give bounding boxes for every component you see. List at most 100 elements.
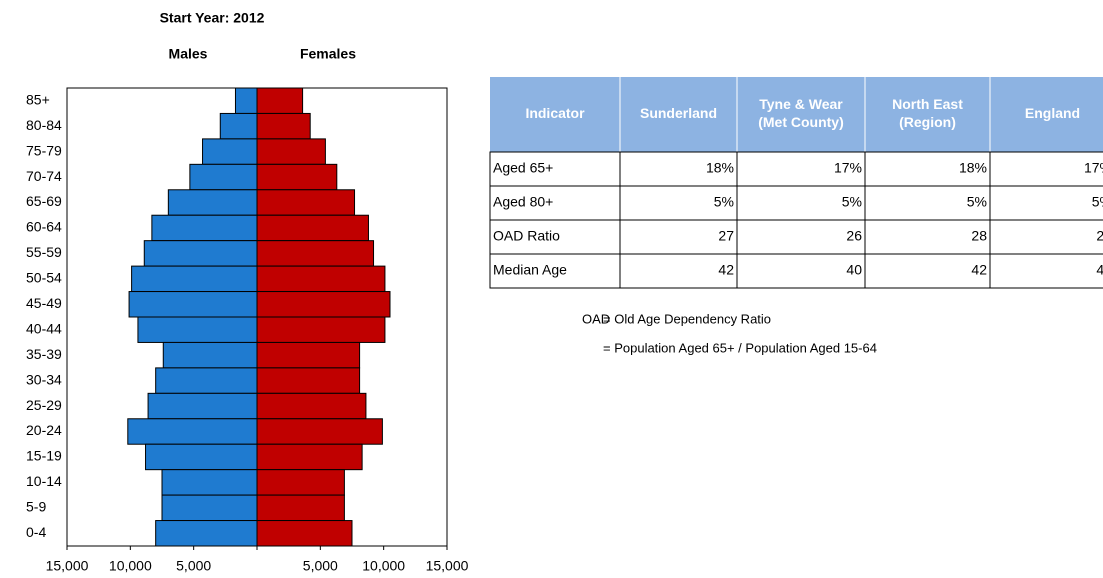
bar [127,418,258,445]
y-tick-label: 35-39 [26,346,62,362]
bar [256,316,386,343]
bar [256,418,383,445]
header-cell: Indicator [525,105,585,121]
header-cell: Tyne & Wear [759,96,843,112]
header-cell: Sunderland [640,105,717,121]
table-cell: 5% [714,194,734,210]
bar [256,265,386,293]
y-tick-label: 20-24 [26,422,62,438]
chart-title: Start Year: 2012 [160,10,265,26]
y-tick-label: 60-64 [26,219,62,235]
bar [256,214,369,242]
table-cell: 27 [718,228,734,244]
y-tick-label: 40-44 [26,320,62,336]
bar [256,138,326,165]
bar [137,316,258,343]
legend-females: Females [300,46,356,62]
y-tick-label: 75-79 [26,142,62,158]
header-cell: North East [892,96,963,112]
bar [189,163,258,191]
x-tick-label: 15,000 [46,558,89,574]
y-tick-label: 80-84 [26,117,62,133]
table-cell: Median Age [493,262,567,278]
table-header-bg [490,77,1103,152]
bar [162,341,258,369]
table-cell: 17% [1084,160,1103,176]
x-tick-label: 10,000 [109,558,152,574]
bar [202,138,258,165]
row-border [489,151,1103,187]
table-cell: Aged 65+ [493,160,553,176]
table-cell: 40 [1096,262,1103,278]
table-cell: 26 [1096,228,1103,244]
bar [161,469,258,496]
bar [151,214,258,242]
table-cell: 28 [971,228,987,244]
legend-males: Males [169,46,208,62]
bar [256,443,363,471]
y-tick-label: 5-9 [26,499,46,515]
y-tick-label: 25-29 [26,397,62,413]
bar [256,341,361,369]
table-cell: 40 [846,262,862,278]
bar [256,189,356,216]
bar [145,443,258,471]
bar [167,189,258,216]
bar [256,240,375,267]
note-line: = Old Age Dependency Ratio [603,311,771,326]
bar [131,265,258,293]
table-cell: 5% [1092,194,1103,210]
row-border [489,253,1103,289]
bar [155,367,258,394]
y-tick-label: 65-69 [26,193,62,209]
header-cell: England [1025,105,1080,121]
y-tick-label: 15-19 [26,448,62,464]
bar [256,291,391,318]
table-cell: 42 [718,262,734,278]
y-tick-label: 45-49 [26,295,62,311]
bar [147,392,258,420]
y-tick-label: 55-59 [26,244,62,260]
header-cell: (Region) [899,114,956,130]
header-cell: (Met County) [758,114,844,130]
table-cell: 18% [706,160,734,176]
table-cell: 18% [959,160,987,176]
bar [256,367,361,394]
bar [256,112,311,140]
x-tick-label: 5,000 [303,558,338,574]
y-tick-label: 30-34 [26,371,62,387]
note-line: = Population Aged 65+ / Population Aged … [603,340,877,355]
table-cell: 17% [834,160,862,176]
table-cell: 5% [842,194,862,210]
note-term: OAD [582,311,610,326]
row-border [489,219,1103,255]
bar [155,520,258,547]
bar [128,291,258,318]
x-tick-label: 5,000 [176,558,211,574]
bar [234,87,258,114]
bar [143,240,258,267]
table-cell: 26 [846,228,862,244]
y-tick-label: 70-74 [26,168,62,184]
x-tick-label: 10,000 [362,558,405,574]
y-tick-label: 50-54 [26,270,62,286]
bar [256,87,304,114]
bar [256,163,338,191]
y-tick-label: 85+ [26,91,50,107]
bar [161,494,258,522]
table-cell: 5% [967,194,987,210]
row-border [489,185,1103,221]
y-tick-label: 10-14 [26,473,62,489]
bar [256,469,345,496]
bar [256,520,353,547]
bar [256,494,345,522]
x-tick-label: 15,000 [426,558,469,574]
bar [256,392,367,420]
table-cell: Aged 80+ [493,194,553,210]
bar [219,112,258,140]
y-tick-label: 0-4 [26,524,46,540]
table-cell: 42 [971,262,987,278]
table-cell: OAD Ratio [493,228,560,244]
